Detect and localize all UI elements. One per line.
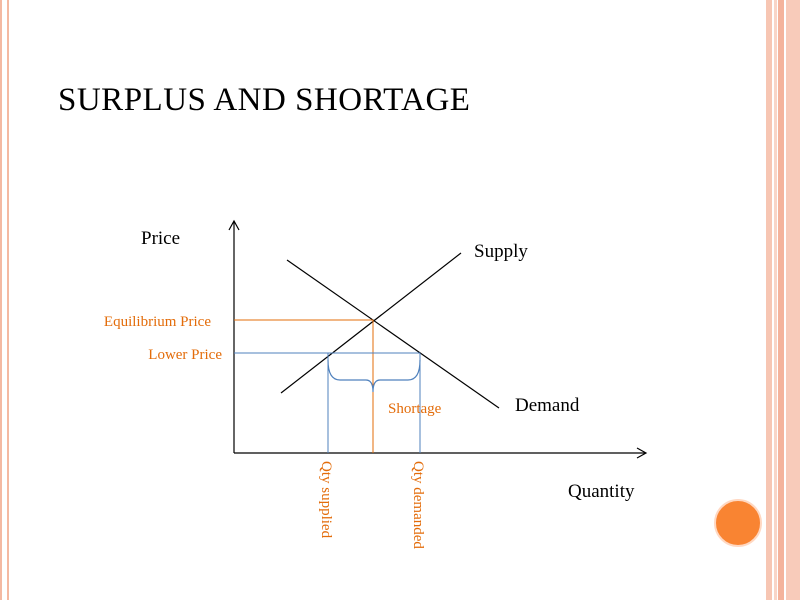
right-band-stripe	[778, 0, 784, 600]
qty-supplied-label: Qty supplied	[318, 461, 334, 539]
quantity-axis-arrow	[636, 447, 648, 459]
slide-title: SURPLUS AND SHORTAGE	[58, 82, 471, 118]
decorative-circle	[714, 499, 762, 547]
supply-curve	[280, 252, 462, 394]
equilibrium-price-label: Equilibrium Price	[104, 314, 211, 330]
right-band-stripe	[786, 0, 800, 600]
quantity-axis-label: Quantity	[568, 481, 635, 502]
demand-curve	[286, 259, 500, 409]
left-border-decoration	[0, 0, 9, 600]
right-band-stripe	[766, 0, 772, 600]
lower-price-label: Lower Price	[148, 347, 222, 363]
price-axis-label: Price	[141, 228, 180, 249]
right-band-stripe	[774, 0, 777, 600]
price-axis-arrow	[228, 219, 240, 231]
shortage-brace	[327, 359, 421, 393]
demand-label: Demand	[515, 395, 580, 416]
supply-label: Supply	[474, 241, 528, 262]
shortage-label: Shortage	[388, 401, 442, 417]
qty-demanded-label: Qty demanded	[410, 461, 426, 549]
